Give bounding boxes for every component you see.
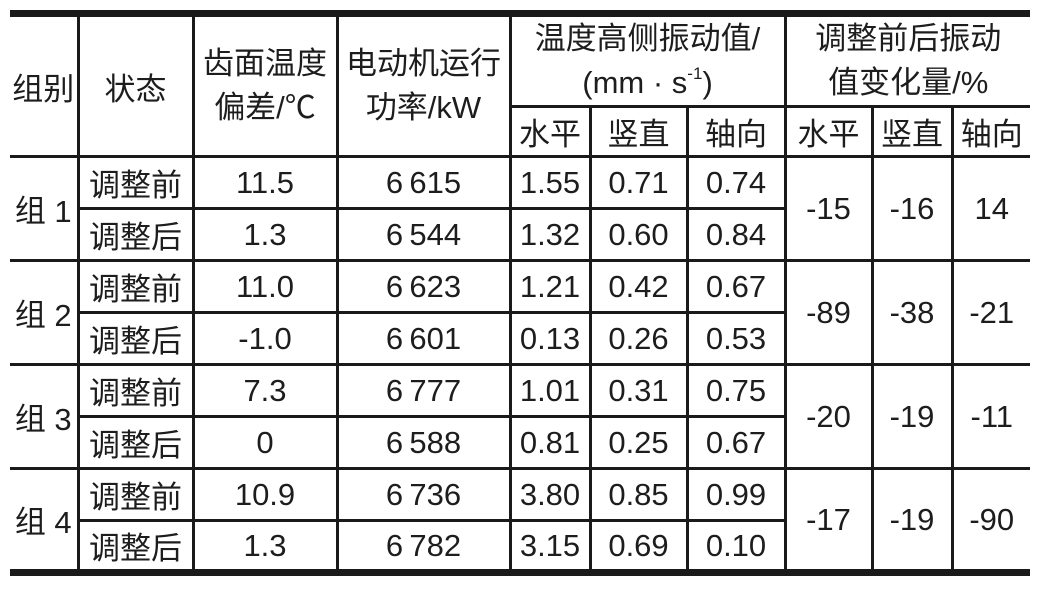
change-vertical-cell: -19: [870, 467, 954, 575]
vib-vertical-cell: 0.25: [588, 415, 689, 471]
group-name-cell: 组 2: [8, 259, 80, 367]
vib-axial-cell: 0.75: [685, 363, 787, 419]
change-vertical-cell: -19: [870, 363, 954, 471]
state-cell: 调整后: [76, 415, 195, 471]
vib-vertical-cell: 0.60: [588, 207, 689, 263]
state-cell: 调整后: [76, 519, 195, 575]
vib-vertical-cell: 0.69: [588, 519, 689, 575]
table-row: 组 2 调整前 11.0 6 623 1.21 0.42 0.67 -89 -3…: [8, 259, 1032, 367]
header-row-main: 组别 状态 齿面温度 偏差/℃ 电动机运行 功率/kW 温度高侧振动值/ (mm…: [8, 11, 1032, 159]
vib-horizontal-cell: 1.21: [508, 259, 592, 315]
table-row: 调整后 1.3 6 782 3.15 0.69 0.10: [10, 519, 1030, 575]
power-cell: 6 777: [335, 363, 512, 419]
state-cell: 调整前: [76, 259, 195, 315]
header-change-horizontal: 水平: [783, 105, 874, 159]
temp-cell: 7.3: [191, 363, 339, 419]
temp-cell: 0: [191, 415, 339, 471]
header-temp-line1: 齿面温度: [203, 46, 327, 81]
vibration-data-table: 组别 状态 齿面温度 偏差/℃ 电动机运行 功率/kW 温度高侧振动值/ (mm…: [8, 10, 1032, 577]
header-vib-vertical: 竖直: [588, 105, 689, 159]
change-axial-cell: -11: [950, 363, 1032, 471]
header-motor-power: 电动机运行 功率/kW: [335, 11, 512, 159]
state-cell: 调整后: [76, 207, 195, 263]
state-cell: 调整前: [76, 363, 195, 419]
state-cell: 调整前: [76, 155, 195, 211]
header-vib-axial: 轴向: [685, 105, 787, 159]
temp-cell: 11.5: [191, 155, 339, 211]
header-temp-deviation: 齿面温度 偏差/℃: [191, 11, 339, 159]
table-row: 调整后 -1.0 6 601 0.13 0.26 0.53: [10, 311, 1030, 367]
vib-horizontal-cell: 0.81: [508, 415, 592, 471]
change-vertical-cell: -16: [870, 155, 954, 263]
group-name-cell: 组 4: [8, 467, 80, 575]
state-cell: 调整前: [76, 467, 195, 523]
header-temp-line2: 偏差/℃: [214, 90, 316, 126]
power-cell: 6 588: [335, 415, 512, 471]
header-vibration-title: 温度高侧振动值/: [534, 21, 761, 56]
table-row: 调整后 0 6 588 0.81 0.25 0.67: [10, 415, 1030, 471]
header-group: 组别: [8, 11, 80, 159]
change-horizontal-cell: -89: [783, 259, 874, 367]
temp-cell: 1.3: [191, 207, 339, 263]
header-power-line2: 功率/kW: [365, 90, 482, 126]
power-cell: 6 736: [335, 467, 512, 523]
vib-horizontal-cell: 1.32: [508, 207, 592, 263]
vib-horizontal-cell: 0.13: [508, 311, 592, 367]
state-cell: 调整后: [76, 311, 195, 367]
vib-vertical-cell: 0.31: [588, 363, 689, 419]
vib-axial-cell: 0.84: [685, 207, 787, 263]
vib-horizontal-cell: 3.15: [508, 519, 592, 575]
header-change-line1: 调整前后振动: [815, 21, 1002, 56]
group-name-cell: 组 3: [8, 363, 80, 471]
vib-vertical-cell: 0.26: [588, 311, 689, 367]
change-axial-cell: -21: [950, 259, 1032, 367]
vib-horizontal-cell: 1.01: [508, 363, 592, 419]
power-cell: 6 623: [335, 259, 512, 315]
power-cell: 6 544: [335, 207, 512, 263]
header-change-vertical: 竖直: [870, 105, 954, 159]
unit-superscript: -1: [687, 64, 703, 84]
power-cell: 6 615: [335, 155, 512, 211]
temp-cell: 1.3: [191, 519, 339, 575]
header-vibration-unit: (mm · s-1): [512, 61, 784, 105]
temp-cell: 10.9: [191, 467, 339, 523]
power-cell: 6 601: [335, 311, 512, 367]
header-vibration-group: 温度高侧振动值/ (mm · s-1): [508, 11, 787, 109]
table-row: 组 1 调整前 11.5 6 615 1.55 0.71 0.74 -15 -1…: [8, 155, 1032, 263]
change-axial-cell: -90: [950, 467, 1032, 575]
header-change-line2: 值变化量/%: [828, 65, 989, 101]
change-vertical-cell: -38: [870, 259, 954, 367]
vib-horizontal-cell: 3.80: [508, 467, 592, 523]
power-cell: 6 782: [335, 519, 512, 575]
vib-axial-cell: 0.74: [685, 155, 787, 211]
header-change-axial: 轴向: [950, 105, 1032, 159]
vib-vertical-cell: 0.71: [588, 155, 689, 211]
header-change-group: 调整前后振动 值变化量/%: [783, 11, 1032, 109]
vib-axial-cell: 0.10: [685, 519, 787, 575]
header-state: 状态: [76, 11, 195, 159]
vib-axial-cell: 0.67: [685, 415, 787, 471]
vib-vertical-cell: 0.85: [588, 467, 689, 523]
vib-axial-cell: 0.53: [685, 311, 787, 367]
change-horizontal-cell: -17: [783, 467, 874, 575]
change-horizontal-cell: -15: [783, 155, 874, 263]
header-power-line1: 电动机运行: [346, 46, 501, 81]
header-vib-horizontal: 水平: [508, 105, 592, 159]
group-name-cell: 组 1: [8, 155, 80, 263]
change-axial-cell: 14: [950, 155, 1032, 263]
temp-cell: 11.0: [191, 259, 339, 315]
vib-vertical-cell: 0.42: [588, 259, 689, 315]
header-row-sub: 水平 竖直 轴向 水平 竖直 轴向: [10, 105, 1032, 159]
vib-axial-cell: 0.67: [685, 259, 787, 315]
unit-suffix: ): [702, 65, 713, 101]
vib-axial-cell: 0.99: [685, 467, 787, 523]
vib-horizontal-cell: 1.55: [508, 155, 592, 211]
unit-prefix: (mm · s: [582, 65, 688, 101]
table-row: 组 4 调整前 10.9 6 736 3.80 0.85 0.99 -17 -1…: [8, 467, 1032, 575]
change-horizontal-cell: -20: [783, 363, 874, 471]
table-row: 调整后 1.3 6 544 1.32 0.60 0.84: [10, 207, 1030, 263]
temp-cell: -1.0: [191, 311, 339, 367]
table-row: 组 3 调整前 7.3 6 777 1.01 0.31 0.75 -20 -19…: [8, 363, 1032, 471]
